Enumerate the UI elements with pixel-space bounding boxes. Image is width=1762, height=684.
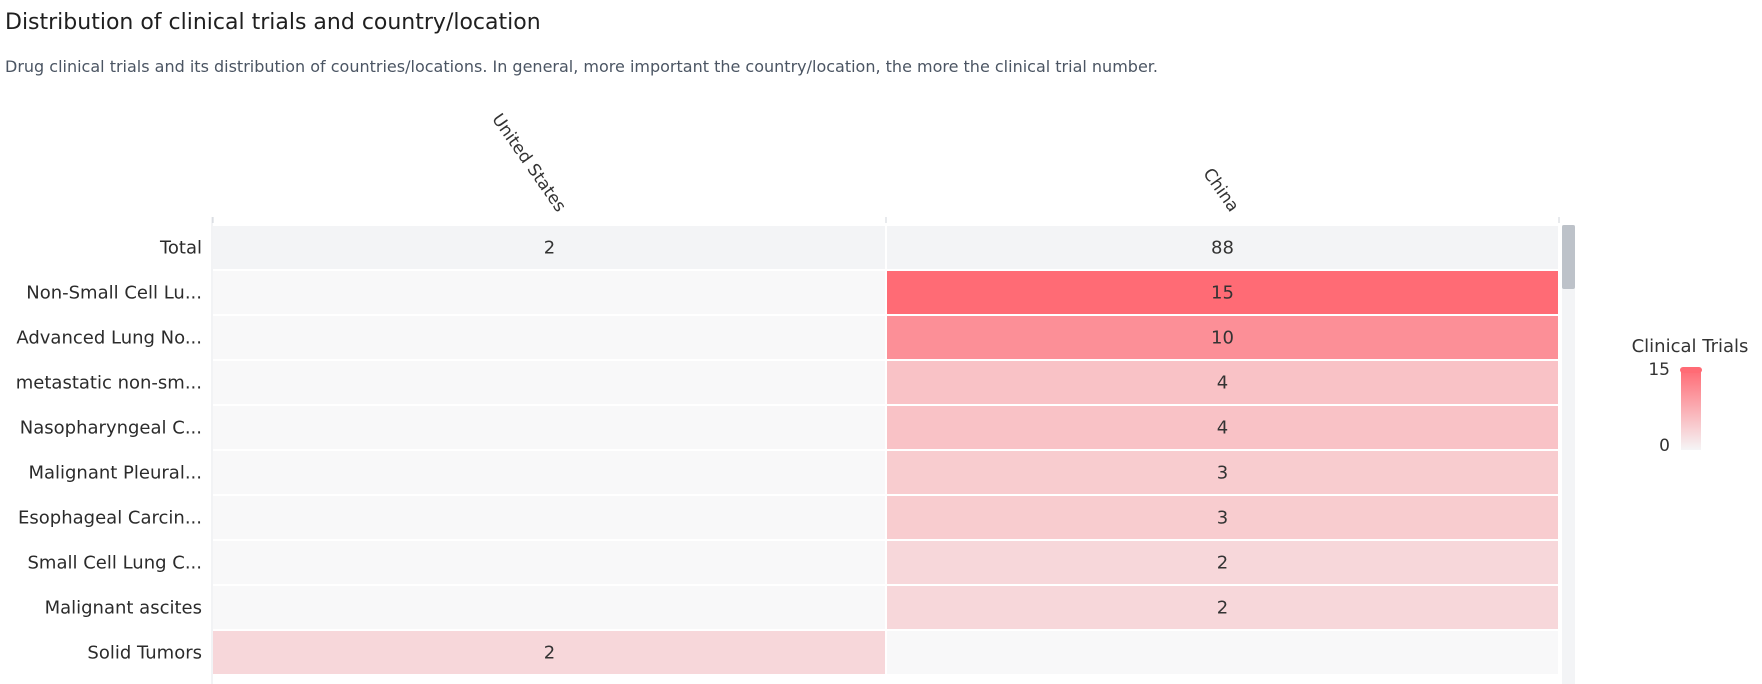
heatmap-cell [887,631,1558,674]
row-label: Malignant Pleural... [28,463,202,484]
cell-value-label: 4 [1217,418,1228,439]
legend-gradient-bar [1681,370,1701,450]
cell-value-label: 2 [1217,553,1228,574]
cell-value-label: 2 [1217,598,1228,619]
row-label: Advanced Lung No... [16,328,202,349]
row-label: Small Cell Lung C... [28,553,203,574]
column-label: China [1199,165,1243,216]
legend-max-handle [1680,367,1702,373]
cell-value-label: 3 [1217,463,1228,484]
cell-value-label: 88 [1211,238,1234,259]
row-label: Non-Small Cell Lu... [26,283,202,304]
row-label: Solid Tumors [87,643,202,664]
cell-value-label: 3 [1217,508,1228,529]
heatmap-cell [213,451,885,494]
cell-value-label: 4 [1217,373,1228,394]
heatmap-cell [213,496,885,539]
heatmap-cell [213,361,885,404]
row-label: metastatic non-sm... [16,373,202,394]
row-label: Nasopharyngeal C... [20,418,202,439]
legend-min-label: 0 [1659,436,1670,456]
scrollbar-thumb[interactable] [1562,225,1575,289]
legend-max-label: 15 [1648,360,1670,380]
heatmap-cell [213,316,885,359]
column-label: United States [487,110,569,216]
heatmap-cell [213,586,885,629]
scrollbar-track[interactable] [1562,225,1575,684]
row-label: Malignant ascites [45,598,202,619]
row-label: Esophageal Carcin... [18,508,202,529]
heatmap-cell [213,406,885,449]
cell-value-label: 2 [544,238,555,259]
cell-value-label: 15 [1211,283,1234,304]
heatmap-cell [213,541,885,584]
row-label: Total [159,238,202,259]
cell-value-label: 10 [1211,328,1234,349]
cell-value-label: 2 [544,643,555,664]
legend-title: Clinical Trials [1632,336,1749,357]
heatmap-cell [213,271,885,314]
